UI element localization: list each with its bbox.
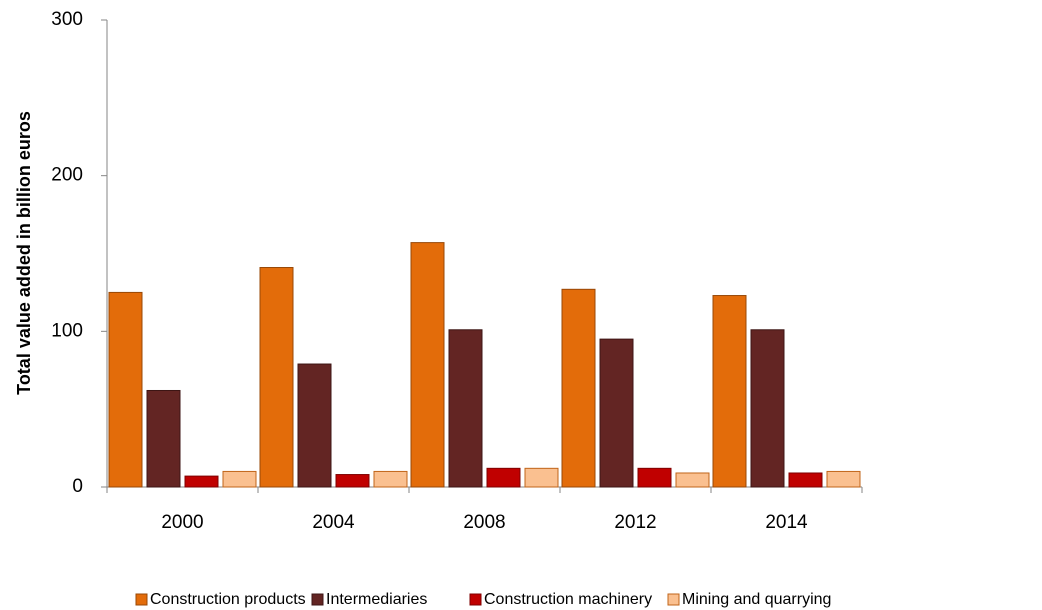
bar <box>297 363 332 488</box>
legend-swatch <box>469 593 482 606</box>
y-tick-label: 200 <box>51 165 83 186</box>
bar <box>637 467 672 488</box>
x-tick-label: 2004 <box>312 512 355 533</box>
y-tick-label: 300 <box>51 9 83 30</box>
bar <box>599 338 634 488</box>
bar <box>750 329 785 488</box>
bar <box>486 467 521 488</box>
bar <box>448 329 483 488</box>
bar <box>826 470 861 488</box>
bar <box>108 291 143 488</box>
legend-label: Construction products <box>150 591 306 608</box>
bar <box>335 474 370 488</box>
bar <box>712 295 747 488</box>
legend-label: Construction machinery <box>484 591 652 608</box>
x-tick-label: 2012 <box>614 512 656 533</box>
legend-swatch <box>667 593 680 606</box>
x-tick-label: 2000 <box>161 512 203 533</box>
bar <box>184 475 219 488</box>
legend-swatch <box>135 593 148 606</box>
bar <box>410 242 445 488</box>
legend-swatch <box>311 593 324 606</box>
legend-label: Mining and quarrying <box>682 591 831 608</box>
bar <box>561 288 596 488</box>
bar <box>524 467 559 488</box>
bar <box>222 470 257 488</box>
x-tick-label: 2014 <box>765 512 808 533</box>
bar <box>675 472 710 488</box>
bar <box>373 470 408 488</box>
y-tick-label: 100 <box>51 320 83 341</box>
y-axis-label: Total value added in billion euros <box>14 111 34 395</box>
legend-label: Intermediaries <box>326 591 427 608</box>
x-tick-label: 2008 <box>463 512 505 533</box>
y-tick-label: 0 <box>72 476 83 497</box>
bar <box>788 472 823 488</box>
bar <box>146 389 181 488</box>
bar <box>259 267 294 488</box>
